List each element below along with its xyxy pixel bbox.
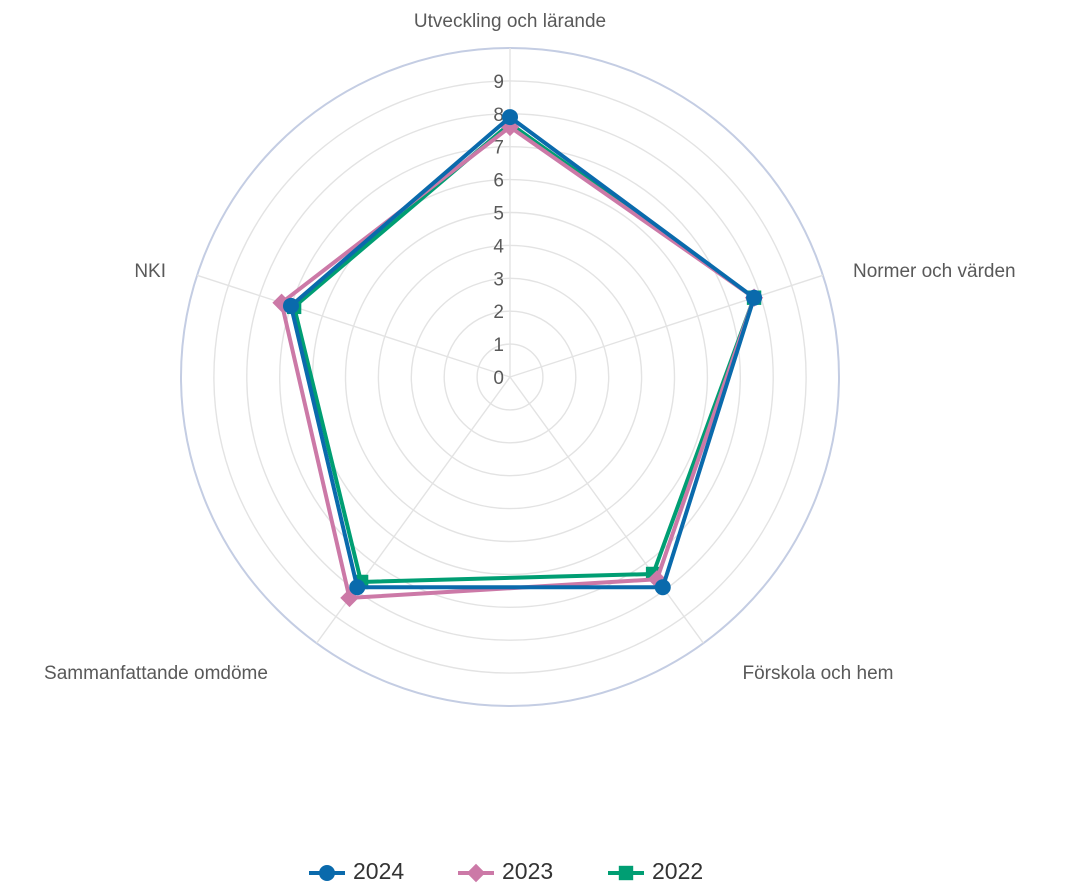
tick-label-7: 7 [493,138,504,159]
axis-label-f-rskola-och-hem: Förskola och hem [742,663,893,684]
legend-label-2023[interactable]: 2023 [502,858,553,884]
point-2024-nki[interactable] [282,297,299,314]
spoke-normer-och-v-rden [509,274,824,378]
legend-label-2024[interactable]: 2024 [353,858,404,884]
tick-label-8: 8 [493,105,504,126]
legend-marker-2023[interactable] [466,863,486,883]
tick-label-1: 1 [493,335,504,356]
point-2024-normer-och-v-rden[interactable] [746,289,763,306]
tick-label-3: 3 [493,269,504,290]
axis-label-sammanfattande-omd-me: Sammanfattande omdöme [44,663,268,684]
tick-label-5: 5 [493,204,504,225]
axis-label-utveckling-och-l-rande: Utveckling och lärande [414,11,606,32]
tick-label-2: 2 [493,302,504,323]
tick-label-4: 4 [493,236,504,257]
series-line-2024[interactable] [288,115,757,590]
tick-label-9: 9 [493,72,504,93]
axis-label-normer-och-v-rden: Normer och värden [853,261,1016,282]
point-2024-utveckling-och-l-rande[interactable] [502,109,518,126]
spoke-f-rskola-och-hem [509,376,704,644]
tick-label-0: 0 [493,368,504,389]
axis-label-nki: NKI [134,261,166,282]
tick-label-6: 6 [493,171,504,192]
legend-marker-2022[interactable] [618,865,634,881]
point-2023-sammanfattande-omd-me[interactable] [340,588,359,608]
legend-label-2022[interactable]: 2022 [652,858,703,884]
point-2024-f-rskola-och-hem[interactable] [654,579,671,596]
legend-marker-2024[interactable] [319,865,335,881]
point-2024-sammanfattande-omd-me[interactable] [349,579,366,596]
spoke-nki [196,274,511,378]
